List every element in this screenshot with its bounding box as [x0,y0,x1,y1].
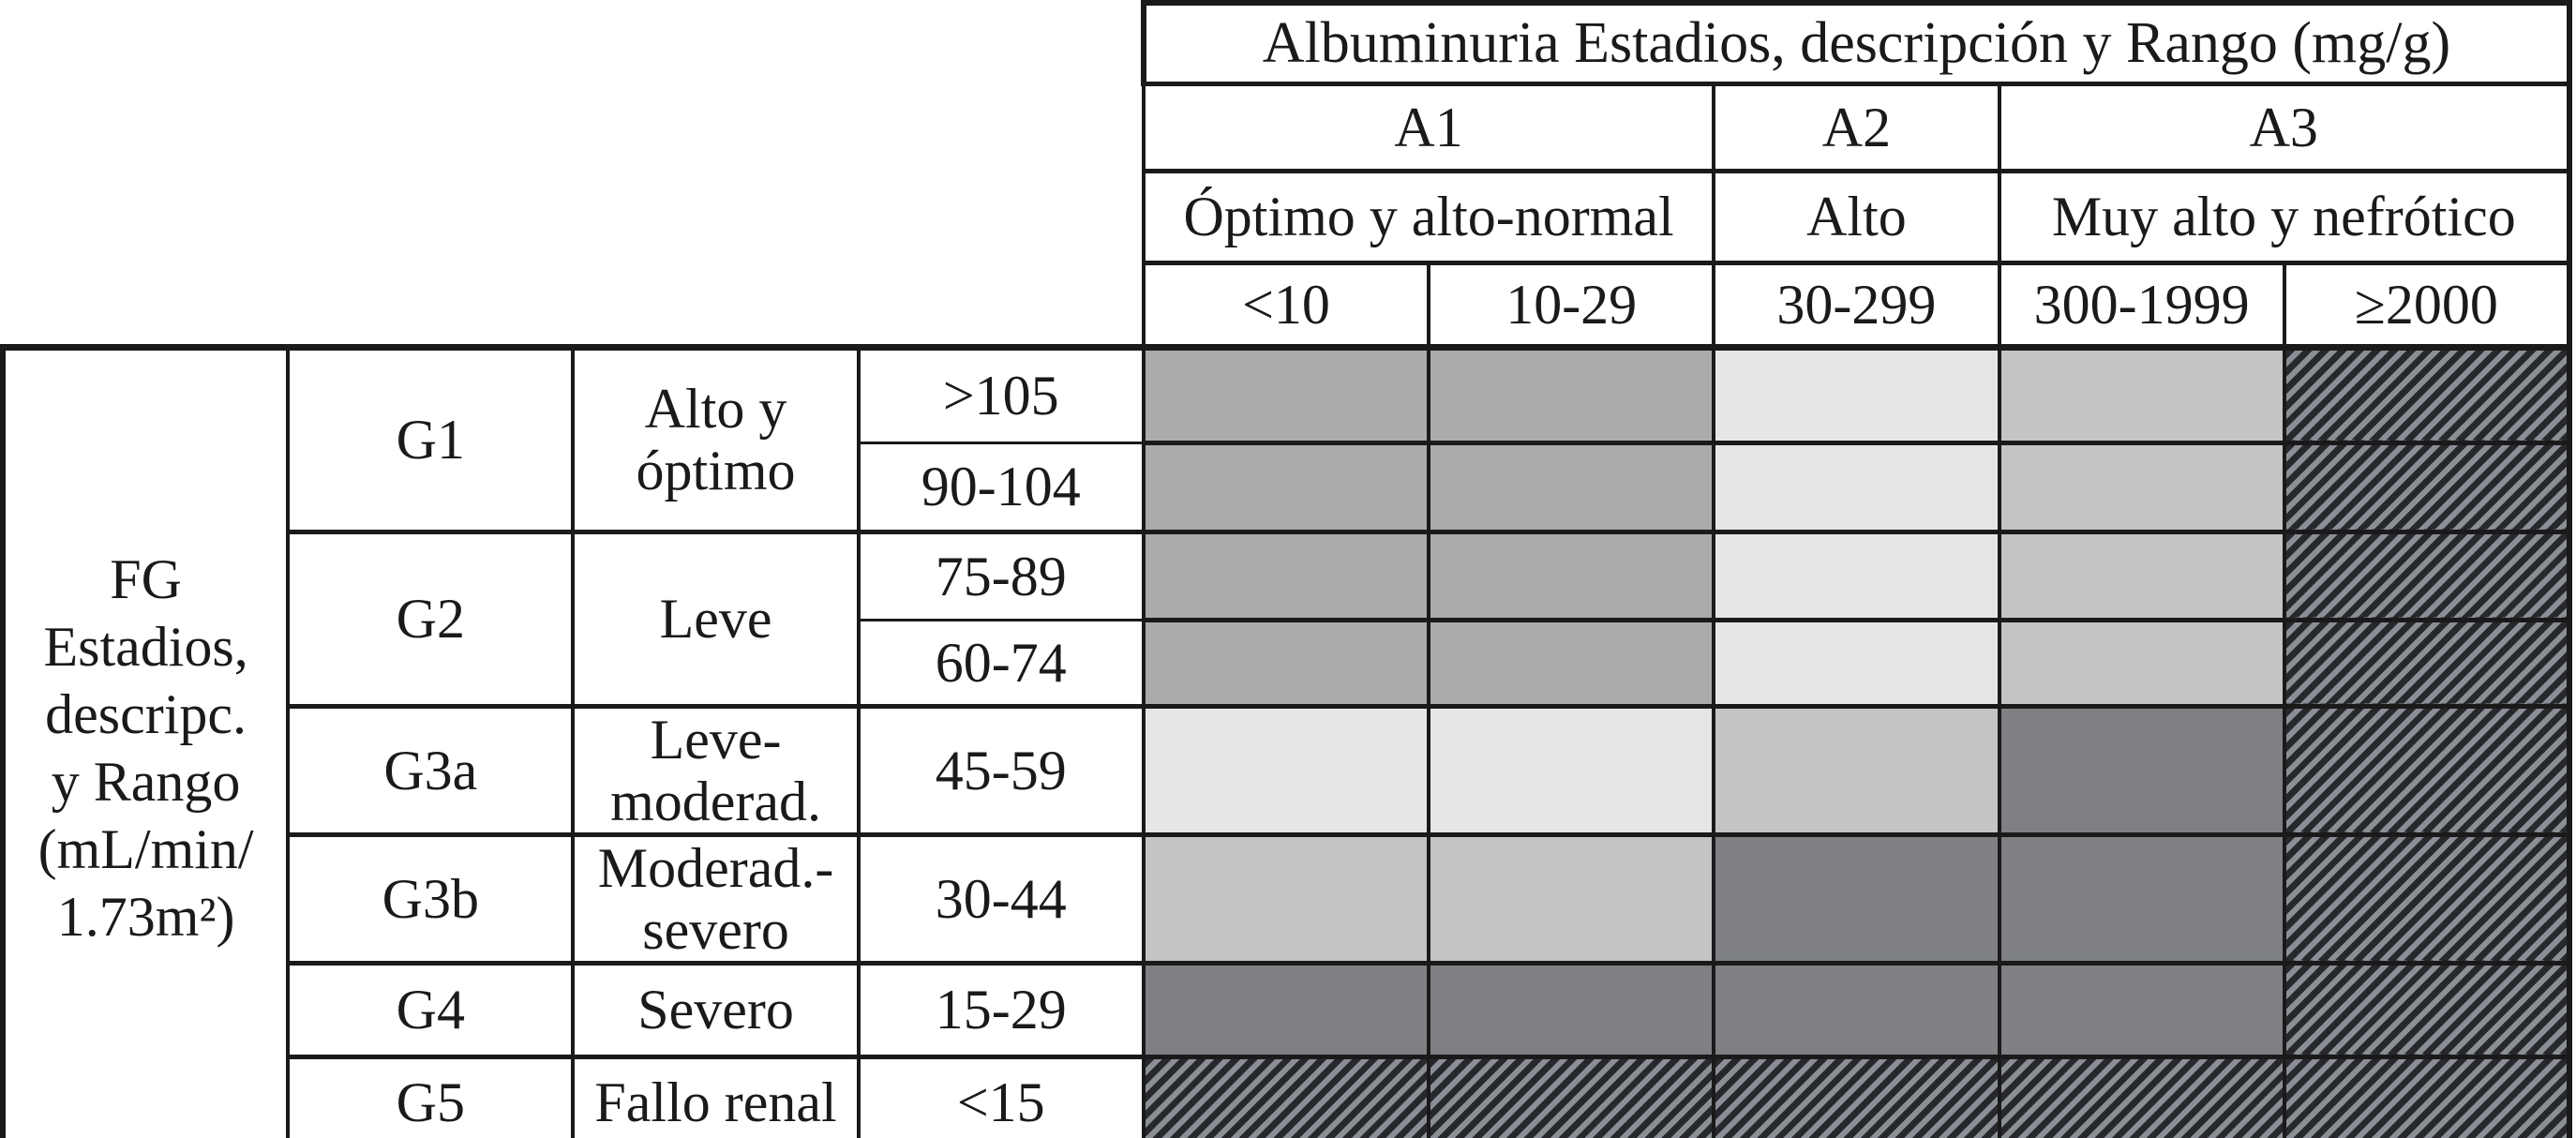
risk-cell [2282,344,2573,445]
stage-g1-description: Alto y óptimo [571,343,861,534]
albuminuria-range-3: 30-299 [1712,260,2001,351]
stage-a1-code: A1 [1141,81,1716,173]
top-left-empty-area [3,3,1144,347]
risk-cell [1427,1054,1716,1138]
stage-g4-code: G4 [286,960,576,1059]
risk-cell [1997,1054,2286,1138]
stage-a3-code: A3 [1997,81,2573,173]
risk-cell [1712,344,2001,445]
stage-g5-code: G5 [286,1054,576,1138]
risk-cell [2282,703,2573,837]
fg-range-g4: 15-29 [856,960,1146,1059]
albuminuria-title: Albuminuria Estadios, descripción y Rang… [1140,0,2573,86]
risk-cell [1997,703,2286,837]
risk-cell [1712,831,2001,966]
risk-cell [1997,831,2286,966]
risk-cell [1427,831,1716,966]
risk-cell [1427,960,1716,1059]
risk-cell [1712,440,2001,534]
risk-cell [1427,529,1716,622]
risk-cell [1712,960,2001,1059]
stage-g3b-description: Moderad.-severo [571,831,861,966]
risk-cell [1997,440,2286,534]
risk-cell [2282,831,2573,966]
stage-g4-description: Severo [571,960,861,1059]
fg-range-g3a: 45-59 [856,703,1146,837]
risk-cell [1427,617,1716,709]
stage-g3b-code: G3b [286,831,576,966]
fg-range-g5: <15 [856,1054,1146,1138]
risk-cell [1997,960,2286,1059]
risk-cell [2282,529,2573,622]
fg-range-g1b: 90-104 [856,441,1146,534]
risk-cell [1141,960,1431,1059]
risk-cell [1141,831,1431,966]
risk-cell [1427,703,1716,837]
risk-cell [1141,529,1431,622]
fg-range-g2a: 75-89 [856,529,1146,621]
stage-a2-code: A2 [1712,81,2001,173]
albuminuria-range-4: 300-1999 [1997,260,2286,351]
risk-cell [2282,617,2573,709]
stage-g2-code: G2 [286,529,576,709]
albuminuria-range-2: 10-29 [1427,260,1716,351]
stage-g3a-code: G3a [286,703,576,837]
stage-g3a-description: Leve-moderad. [571,703,861,837]
risk-cell [1141,344,1431,445]
stage-g1-code: G1 [286,343,576,534]
risk-cell [2282,1054,2573,1138]
risk-cell [1427,344,1716,445]
risk-cell [1141,703,1431,837]
risk-cell [1712,617,2001,709]
fg-range-g1a: >105 [856,343,1146,444]
stage-g2-description: Leve [571,529,861,709]
risk-cell [1141,1054,1431,1138]
fg-range-g3b: 30-44 [856,831,1146,966]
risk-cell [1712,1054,2001,1138]
fg-axis-label: FG Estadios, descripc. y Rango (mL/min/ … [0,343,291,1138]
risk-cell [2282,440,2573,534]
albuminuria-range-1: <10 [1141,260,1431,351]
risk-cell [2282,960,2573,1059]
risk-cell [1997,529,2286,622]
risk-cell [1141,617,1431,709]
fg-range-g2b: 60-74 [856,618,1146,709]
risk-cell [1997,344,2286,445]
risk-cell [1712,703,2001,837]
risk-cell [1997,617,2286,709]
stage-a1-description: Óptimo y alto-normal [1141,168,1716,265]
risk-cell [1427,440,1716,534]
stage-g5-description: Fallo renal [571,1054,861,1138]
stage-a2-description: Alto [1712,168,2001,265]
albuminuria-range-5: ≥2000 [2282,260,2573,351]
risk-cell [1141,440,1431,534]
stage-a3-description: Muy alto y nefrótico [1997,168,2573,265]
risk-cell [1712,529,2001,622]
